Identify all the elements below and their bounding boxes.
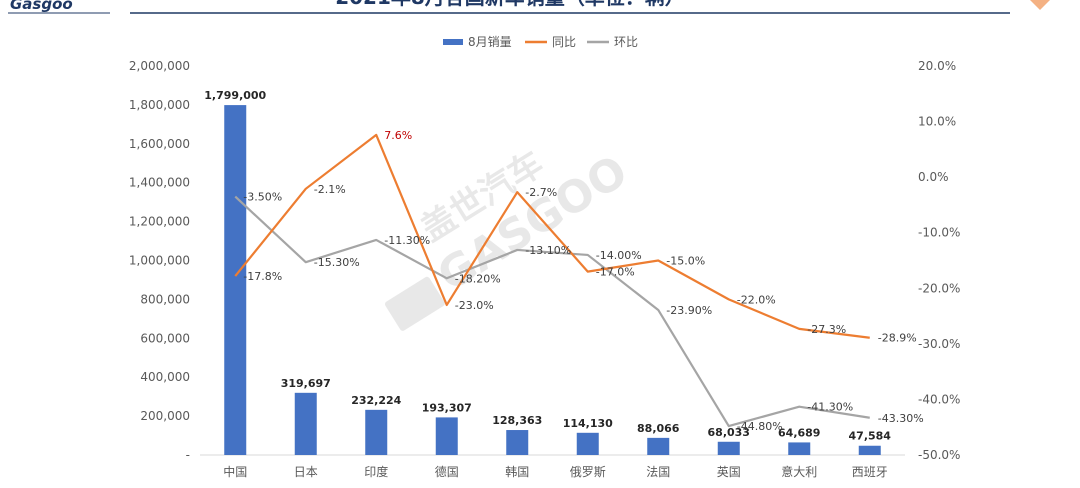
- bar: [294, 392, 317, 455]
- y-left-tick-label: 600,000: [140, 331, 190, 345]
- corner-accent: [1030, 0, 1050, 10]
- axes: - 200,000 400,000 600,000 800,000 1,000,000 1,…: [129, 59, 961, 479]
- legend-item-sales: 8月销量: [443, 35, 512, 49]
- x-tick-label: 日本: [294, 465, 318, 479]
- bar: [365, 409, 388, 455]
- bar: [858, 445, 881, 455]
- y-left-tick-label: 400,000: [140, 370, 190, 384]
- x-tick-label: 印度: [364, 464, 388, 479]
- yoy-data-label: -22.0%: [737, 293, 776, 306]
- chart-title: 2021年8月各国新车销量（单位：辆）: [335, 0, 685, 9]
- bar-data-label: 64,689: [778, 426, 820, 439]
- yoy-data-label: -23.0%: [455, 299, 494, 312]
- data-labels: 1,799,000 319,697 232,224 193,307 128,363 114…: [204, 89, 923, 443]
- mom-data-label: -43.30%: [878, 412, 924, 425]
- y-left-tick-label: 1,200,000: [129, 215, 190, 229]
- x-tick-label: 中国: [223, 464, 247, 479]
- bar-data-label: 68,033: [708, 426, 750, 439]
- bar: [224, 105, 247, 456]
- legend-label: 环比: [614, 35, 638, 49]
- legend-item-yoy: 同比: [525, 35, 576, 49]
- mom-data-label: -18.20%: [455, 272, 501, 285]
- y-left-tick-label: 800,000: [140, 292, 190, 306]
- y-right-tick-label: -50.0%: [918, 448, 960, 462]
- mom-data-label: -44.80%: [737, 420, 783, 433]
- mom-data-label: -13.10%: [525, 244, 571, 257]
- y-right-tick-label: -30.0%: [918, 337, 960, 351]
- y-right-tick-label: 10.0%: [918, 115, 956, 129]
- y-right-tick-label: -20.0%: [918, 281, 960, 295]
- legend: 8月销量 同比 环比: [443, 35, 638, 49]
- yoy-data-label: -17.8%: [243, 270, 282, 283]
- y-left-tick-label: 2,000,000: [129, 59, 190, 73]
- mom-line: [234, 195, 870, 428]
- y-right-tick-label: -40.0%: [918, 392, 960, 406]
- yoy-data-label: -15.0%: [666, 255, 705, 268]
- y-left-tick-label: 200,000: [140, 409, 190, 423]
- bar-data-label: 319,697: [281, 377, 331, 390]
- legend-label: 8月销量: [468, 35, 512, 49]
- mom-data-label: -14.00%: [596, 249, 642, 262]
- gasgoo-logo: Gasgoo: [10, 0, 73, 13]
- y-left-tick-label: 1,600,000: [129, 137, 190, 151]
- bar-data-label: 88,066: [637, 422, 680, 435]
- bar-data-label: 128,363: [492, 414, 542, 427]
- bar: [788, 442, 811, 455]
- y-left-tick-label: 1,000,000: [129, 254, 190, 268]
- y-left-tick-label: 1,400,000: [129, 176, 190, 190]
- yoy-data-label: -2.1%: [314, 183, 346, 196]
- line-series: [234, 133, 870, 428]
- bar-data-label: 114,130: [563, 417, 613, 430]
- header: Gasgoo 2021年8月各国新车销量（单位：辆）: [8, 0, 1050, 14]
- yoy-data-label: -2.7%: [525, 186, 557, 199]
- y-right-tick-label: 0.0%: [918, 170, 949, 184]
- y-right-tick-label: 20.0%: [918, 59, 956, 73]
- bar-data-label: 1,799,000: [204, 89, 266, 102]
- yoy-data-label: -27.3%: [807, 323, 846, 336]
- watermark: GASGOO 盖世汽车: [384, 144, 636, 331]
- yoy-line: [234, 133, 870, 339]
- y-left-tick-label: -: [186, 448, 190, 462]
- x-tick-label: 意大利: [781, 464, 817, 479]
- mom-data-label: -11.30%: [384, 234, 430, 247]
- x-tick-label: 韩国: [505, 464, 529, 479]
- x-tick-label: 德国: [435, 464, 459, 479]
- bar-series: [224, 105, 881, 456]
- mom-data-label: -3.50%: [243, 191, 282, 204]
- mom-data-label: -23.90%: [666, 304, 712, 317]
- legend-item-mom: 环比: [587, 35, 638, 49]
- x-tick-label: 英国: [717, 465, 741, 479]
- x-tick-label: 法国: [646, 465, 670, 479]
- bar: [717, 441, 740, 455]
- mom-data-label: -41.30%: [807, 401, 853, 414]
- bar: [435, 417, 458, 455]
- yoy-data-label: -28.9%: [878, 332, 917, 345]
- legend-swatch-bar: [443, 39, 463, 45]
- mom-data-label: -15.30%: [314, 256, 360, 269]
- bar: [576, 432, 599, 455]
- bar-data-label: 47,584: [849, 430, 892, 443]
- x-tick-label: 西班牙: [852, 465, 888, 479]
- x-tick-label: 俄罗斯: [570, 465, 606, 479]
- bar-data-label: 232,224: [351, 394, 401, 407]
- yoy-data-label: 7.6%: [384, 129, 412, 142]
- bar: [506, 430, 529, 455]
- bar-data-label: 193,307: [422, 401, 472, 414]
- y-left-tick-label: 1,800,000: [129, 98, 190, 112]
- yoy-data-label: -17.0%: [596, 266, 635, 279]
- y-right-tick-label: -10.0%: [918, 226, 960, 240]
- bar: [647, 437, 670, 455]
- legend-label: 同比: [552, 35, 576, 49]
- watermark-logo-mark: [384, 276, 445, 331]
